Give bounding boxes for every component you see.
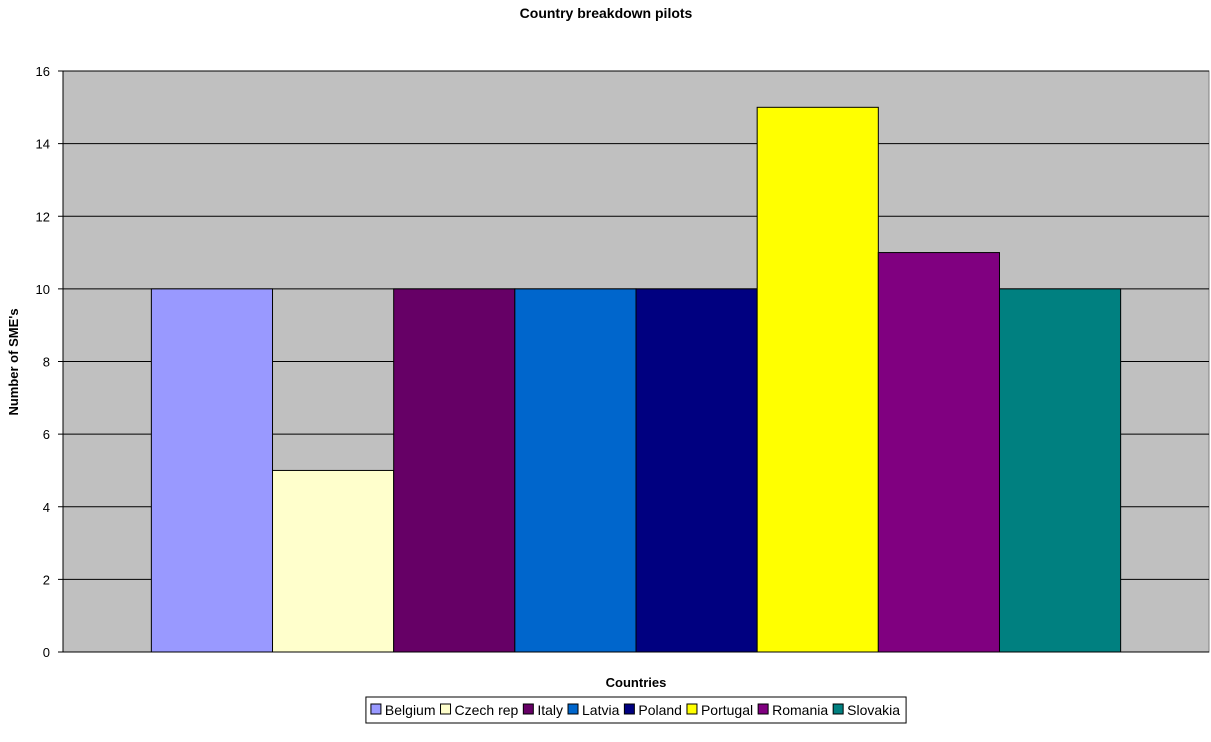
bar-czech-rep — [272, 469, 395, 653]
legend-label-portugal: Portugal — [701, 702, 753, 718]
legend-swatch-czech-rep — [440, 703, 452, 715]
legend-swatch-slovakia — [832, 703, 844, 715]
legend-label-italy: Italy — [537, 702, 563, 718]
bar-poland — [635, 288, 758, 653]
legend-label-romania: Romania — [772, 702, 828, 718]
legend-box — [365, 696, 907, 724]
legend-label-latvia: Latvia — [582, 702, 620, 718]
legend-swatch-romania — [757, 703, 769, 715]
y-tick-label: 6 — [43, 427, 50, 442]
legend: Belgium Czech rep Italy Latvia Poland Portuga… — [365, 696, 907, 724]
legend-label-czech-rep: Czech rep — [455, 702, 519, 718]
legend-swatch-poland — [623, 703, 635, 715]
legend-label-poland: Poland — [638, 702, 682, 718]
bars — [150, 106, 1122, 653]
bar-portugal — [756, 106, 879, 653]
bar-italy — [393, 288, 516, 653]
y-tick-label: 4 — [43, 500, 50, 515]
x-axis-label: Countries — [606, 675, 667, 690]
y-axis-label: Number of SME's — [6, 308, 21, 415]
y-tick-label: 8 — [43, 355, 50, 370]
bar-romania — [877, 252, 1000, 653]
bar-slovakia — [998, 288, 1122, 653]
y-tick-label: 12 — [36, 209, 50, 224]
legend-swatch-latvia — [567, 703, 579, 715]
legend-label-slovakia: Slovakia — [847, 702, 900, 718]
y-tick-label: 2 — [43, 572, 50, 587]
y-tick-label: 14 — [36, 137, 50, 152]
legend-swatch-italy — [522, 703, 534, 715]
legend-swatch-belgium — [370, 703, 382, 715]
bar-latvia — [514, 288, 637, 653]
legend-label-belgium: Belgium — [385, 702, 436, 718]
bar-belgium — [150, 288, 274, 653]
y-tick-label: 16 — [36, 64, 50, 79]
legend-swatch-portugal — [686, 703, 698, 715]
chart-title: Country breakdown pilots — [520, 5, 693, 21]
y-tick-label: 0 — [43, 645, 50, 660]
y-tick-label: 10 — [36, 282, 50, 297]
